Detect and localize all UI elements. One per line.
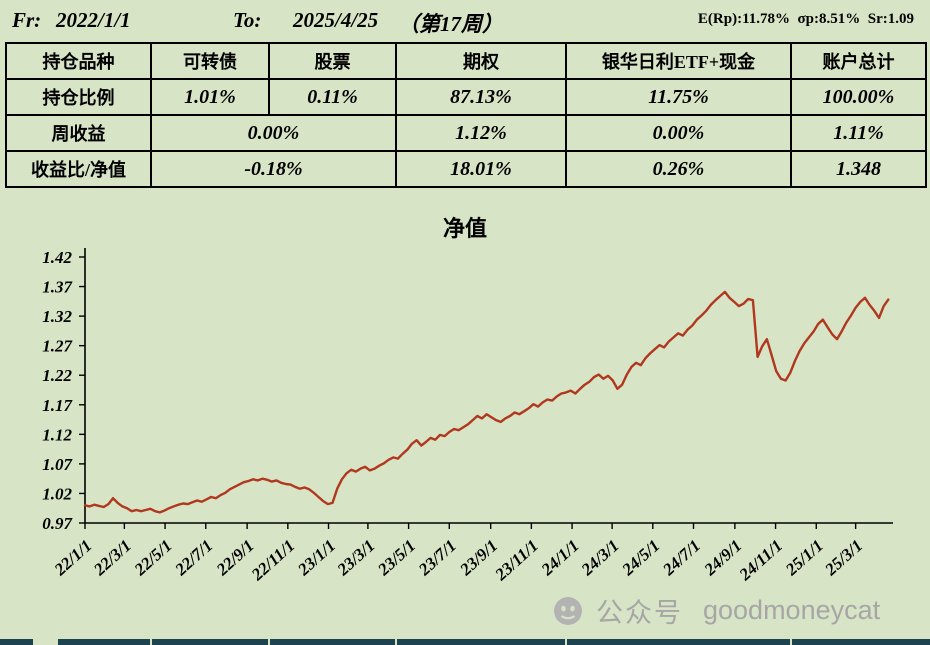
svg-text:24/11/1: 24/11/1 bbox=[735, 536, 786, 585]
portfolio-stats: E(Rp):11.78% σp:8.51% Sr:1.09 bbox=[697, 11, 914, 27]
svg-text:1.22: 1.22 bbox=[42, 366, 72, 385]
svg-text:25/1/1: 25/1/1 bbox=[781, 536, 827, 580]
to-date: 2025/4/25 bbox=[293, 8, 379, 32]
table-cell: 87.13% bbox=[395, 78, 567, 116]
svg-text:1.37: 1.37 bbox=[42, 278, 73, 297]
svg-text:24/7/1: 24/7/1 bbox=[658, 536, 704, 580]
svg-text:22/1/1: 22/1/1 bbox=[50, 536, 96, 580]
bottom-strip-segment bbox=[0, 639, 33, 645]
svg-text:25/3/1: 25/3/1 bbox=[821, 536, 867, 580]
svg-text:22/11/1: 22/11/1 bbox=[247, 536, 298, 585]
table-cell: 0.26% bbox=[565, 150, 792, 188]
watermark-account: goodmoneycat bbox=[703, 595, 881, 625]
svg-text:1.12: 1.12 bbox=[42, 425, 72, 444]
watermark: 公众号 goodmoneycat bbox=[552, 591, 880, 630]
table-cell: 1.12% bbox=[395, 114, 567, 152]
svg-text:24/3/1: 24/3/1 bbox=[577, 536, 623, 580]
table-cell: 可转债 bbox=[150, 42, 270, 80]
row-label: 周收益 bbox=[5, 114, 152, 152]
table-cell: 1.01% bbox=[150, 78, 270, 116]
table-cell: 11.75% bbox=[565, 78, 792, 116]
svg-text:1.32: 1.32 bbox=[42, 307, 72, 326]
svg-text:22/7/1: 22/7/1 bbox=[171, 536, 217, 580]
nav-line-chart: 0.97 1.02 1.07 1.12 1.17 1.22 1.27 1.32 1.37 1.42… bbox=[42, 248, 893, 585]
bottom-strip bbox=[0, 639, 930, 645]
table-cell: 1.11% bbox=[790, 114, 927, 152]
week-note: （第17周） bbox=[398, 12, 503, 36]
svg-text:23/5/1: 23/5/1 bbox=[374, 536, 420, 580]
from-date: 2022/1/1 bbox=[56, 8, 131, 32]
to-label: To: bbox=[233, 8, 262, 32]
svg-text:23/1/1: 23/1/1 bbox=[293, 536, 339, 580]
table-cell: 100.00% bbox=[790, 78, 927, 116]
positions-table: 持仓品种 可转债 股票 期权 银华日利ETF+现金 账户总计 持仓比例 1.01… bbox=[5, 42, 927, 188]
from-label: Fr: bbox=[12, 8, 42, 32]
svg-text:24/1/1: 24/1/1 bbox=[537, 536, 583, 580]
bottom-strip-separator bbox=[150, 639, 152, 645]
svg-text:22/3/1: 22/3/1 bbox=[89, 536, 135, 580]
bottom-strip-separator bbox=[268, 639, 270, 645]
row-label: 持仓比例 bbox=[5, 78, 152, 116]
row-label: 收益比/净值 bbox=[5, 150, 152, 188]
table-cell: 账户总计 bbox=[790, 42, 927, 80]
wechat-official-account-icon bbox=[554, 596, 582, 625]
row-label: 持仓品种 bbox=[5, 42, 152, 80]
svg-text:23/3/1: 23/3/1 bbox=[333, 536, 379, 580]
bottom-strip-separator bbox=[395, 639, 397, 645]
table-cell: 期权 bbox=[395, 42, 567, 80]
bottom-strip-separator bbox=[790, 639, 792, 645]
table-row-weights: 持仓比例 1.01% 0.11% 87.13% 11.75% 100.00% bbox=[5, 78, 927, 116]
svg-text:1.42: 1.42 bbox=[42, 248, 72, 267]
watermark-label: 公众号 bbox=[596, 598, 683, 628]
chart-title: 净值 bbox=[442, 216, 487, 241]
table-row-return-nav: 收益比/净值 -0.18% 18.01% 0.26% 1.348 bbox=[5, 150, 927, 188]
svg-text:1.02: 1.02 bbox=[42, 484, 72, 503]
svg-text:1.27: 1.27 bbox=[42, 337, 73, 356]
svg-text:23/7/1: 23/7/1 bbox=[414, 536, 460, 580]
table-cell: 股票 bbox=[268, 42, 397, 80]
table-cell: 0.00% bbox=[565, 114, 792, 152]
table-cell: 18.01% bbox=[395, 150, 567, 188]
bottom-strip-separator bbox=[565, 639, 567, 645]
svg-text:1.07: 1.07 bbox=[42, 455, 73, 474]
svg-text:22/5/1: 22/5/1 bbox=[130, 536, 176, 580]
svg-text:24/5/1: 24/5/1 bbox=[618, 536, 664, 580]
table-row-weekly-return: 周收益 0.00% 1.12% 0.00% 1.11% bbox=[5, 114, 927, 152]
table-row-categories: 持仓品种 可转债 股票 期权 银华日利ETF+现金 账户总计 bbox=[5, 42, 927, 80]
table-cell: 0.00% bbox=[150, 114, 397, 152]
svg-text:23/11/1: 23/11/1 bbox=[491, 536, 542, 585]
bottom-strip-segment bbox=[58, 639, 930, 645]
table-cell: 银华日利ETF+现金 bbox=[565, 42, 792, 80]
table-cell: -0.18% bbox=[150, 150, 397, 188]
svg-text:0.97: 0.97 bbox=[42, 514, 73, 533]
table-cell: 1.348 bbox=[790, 150, 927, 188]
svg-text:1.17: 1.17 bbox=[42, 396, 73, 415]
table-cell: 0.11% bbox=[268, 78, 397, 116]
